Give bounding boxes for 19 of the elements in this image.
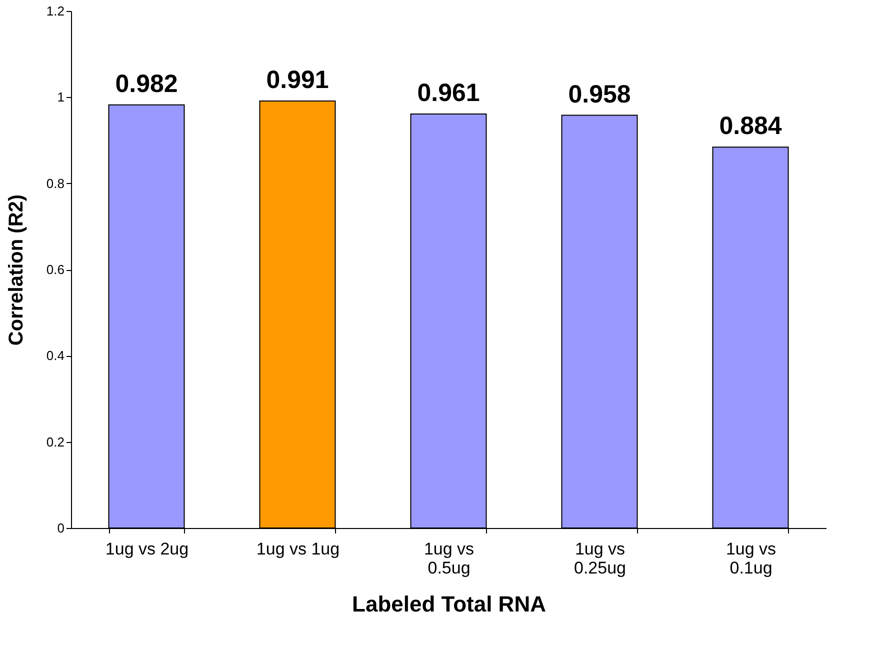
x-tick-label: 1ug vs 0.25ug xyxy=(574,540,626,578)
y-tick-label: 0.8 xyxy=(46,176,64,191)
x-tick-label: 1ug vs 2ug xyxy=(105,540,189,558)
y-tick-label: 0 xyxy=(57,520,64,536)
data-label: 0.991 xyxy=(266,66,329,94)
x-tick-label: 1ug vs 0.1ug xyxy=(726,540,776,578)
data-label: 0.958 xyxy=(568,80,631,108)
y-tick-label: 1 xyxy=(57,90,64,105)
y-tick-label: 0.4 xyxy=(46,348,64,364)
x-tick-label: 1ug vs 1ug xyxy=(256,540,340,558)
data-label: 0.982 xyxy=(115,70,178,98)
y-tick-label: 1.2 xyxy=(46,4,64,18)
x-axis-title: Labeled Total RNA xyxy=(352,592,546,616)
x-tick-label: 1ug vs 0.5ug xyxy=(424,540,474,578)
data-label: 0.961 xyxy=(417,78,480,107)
y-tick-label: 0.2 xyxy=(46,434,64,450)
y-tick-label: 0.6 xyxy=(46,262,64,277)
y-axis-title: Correlation (R2) xyxy=(5,194,28,346)
data-label: 0.884 xyxy=(719,112,782,140)
